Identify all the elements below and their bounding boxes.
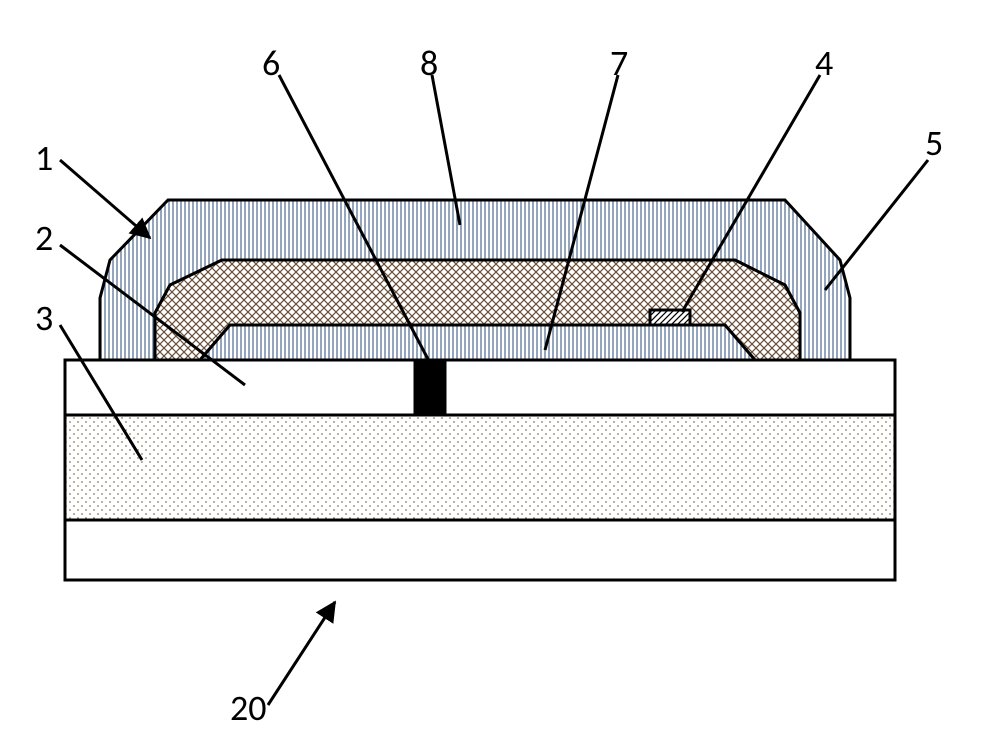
- leader-line-L5: [825, 160, 928, 290]
- layer-4-diag-block: [650, 310, 690, 325]
- via-plug: [415, 360, 445, 415]
- label-2: 2: [35, 216, 53, 260]
- label-8: 8: [420, 41, 438, 85]
- substrate-layer-bottom: [65, 520, 895, 580]
- label-3: 3: [35, 296, 53, 340]
- label-4: 4: [815, 41, 833, 85]
- leader-line-L1: [60, 160, 150, 238]
- leader-line-L20: [268, 602, 335, 705]
- label-1: 1: [35, 136, 53, 180]
- substrate-layer-top: [65, 360, 895, 415]
- label-5: 5: [925, 121, 943, 165]
- diagram-svg: 1 2 3 4 5 6 7 8 20: [0, 0, 1000, 744]
- substrate-layer-dotted: [65, 415, 895, 520]
- label-7: 7: [610, 41, 628, 85]
- layer-7-inner-cap: [200, 325, 755, 360]
- label-20: 20: [230, 686, 267, 730]
- label-6: 6: [262, 41, 280, 85]
